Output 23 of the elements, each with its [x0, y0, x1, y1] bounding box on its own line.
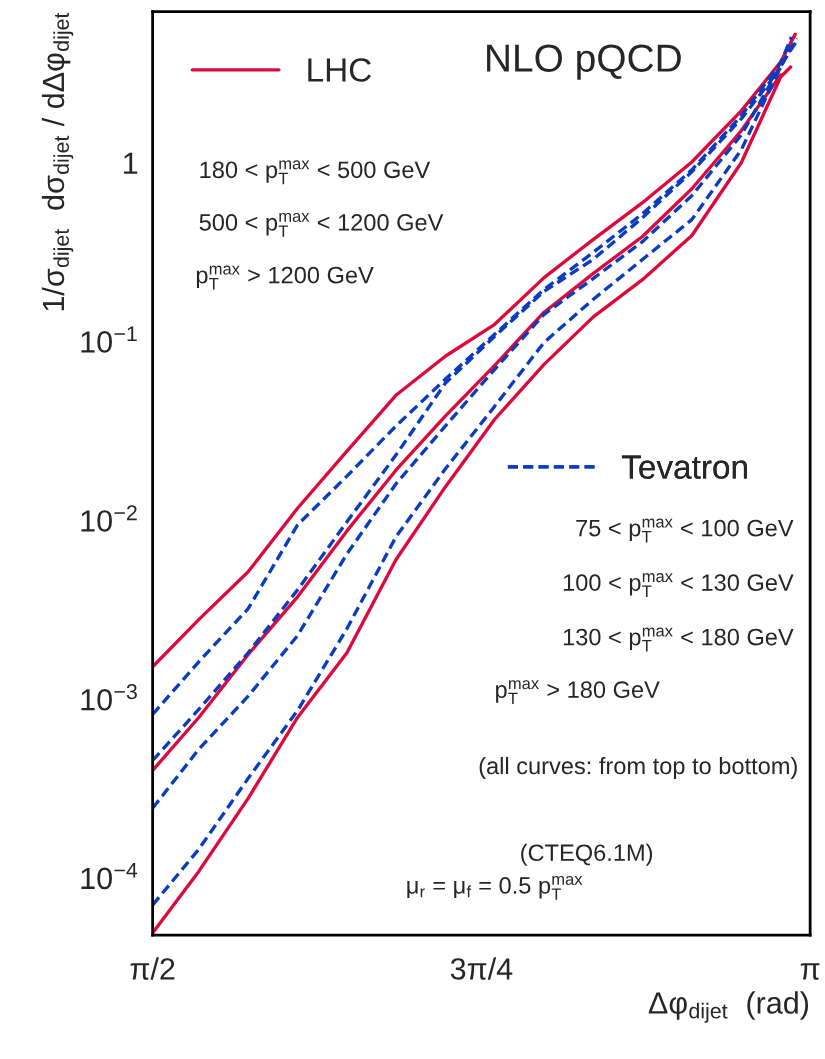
text: 180 < p$^{max}$$_{T}$ < 500 GeV [200, 160, 431, 185]
text: 75 < p$^{max}$$_{T}$ < 100 GeV [576, 518, 794, 543]
y-tick-label: 10$^{−3}$ [81, 684, 137, 711]
y-tick-label: 10$^{−1}$ [81, 326, 137, 353]
text: 130 < p$^{max}$$_{T}$ < 180 GeV [563, 627, 794, 652]
x-tick-label: π [800, 963, 820, 980]
annotation: μ$_{r}$ = μ$_{f}$ = 0.5 p$^{max}$$_{T}$ [407, 875, 583, 900]
x-tick-label: 3π/4 [450, 957, 513, 980]
annotation: (all curves: from top to bottom) [479, 756, 797, 779]
text: 100 < p$^{max}$$_{T}$ < 130 GeV [563, 573, 794, 597]
annotation: (CTEQ6.1M) [521, 843, 653, 866]
text: NLO pQCD [487, 44, 681, 80]
text: 500 < p$^{max}$$_{T}$ < 1200 GeV [199, 212, 444, 237]
x-axis-title: Δφ$_{dijet}$ (rad) [648, 991, 809, 1023]
legend-label: LHC [308, 58, 372, 82]
y-tick-label: 1 [124, 152, 138, 174]
y-tick-label: 10$^{−2}$ [81, 505, 137, 532]
y-tick-label: 10$^{−4}$ [81, 862, 138, 890]
text: p$^{max}$$_{T}$ > 1200 GeV [196, 265, 374, 290]
y-axis-title: 1/σ$_{dijet}$ dσ$_{dijet}$ / dΔφ$_{dijet}$ [41, 12, 74, 311]
text: p$^{max}$$_{T}$ > 180 GeV [496, 680, 660, 705]
legend-label: Tevatron [621, 455, 747, 479]
x-tick-label: π/2 [130, 957, 175, 980]
